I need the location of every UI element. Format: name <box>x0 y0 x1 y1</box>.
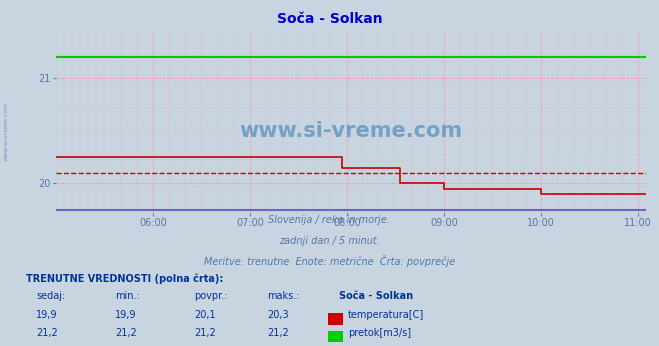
Text: 19,9: 19,9 <box>36 310 58 320</box>
Text: TRENUTNE VREDNOSTI (polna črta):: TRENUTNE VREDNOSTI (polna črta): <box>26 273 224 284</box>
Text: zadnji dan / 5 minut.: zadnji dan / 5 minut. <box>279 236 380 246</box>
Text: www.si-vreme.com: www.si-vreme.com <box>239 121 463 141</box>
Text: 21,2: 21,2 <box>36 328 58 338</box>
Text: Meritve: trenutne  Enote: metrične  Črta: povprečje: Meritve: trenutne Enote: metrične Črta: … <box>204 255 455 267</box>
Text: 21,2: 21,2 <box>267 328 289 338</box>
Text: povpr.:: povpr.: <box>194 291 228 301</box>
Text: 19,9: 19,9 <box>115 310 137 320</box>
Text: Soča - Solkan: Soča - Solkan <box>339 291 413 301</box>
Text: 20,1: 20,1 <box>194 310 216 320</box>
Text: sedaj:: sedaj: <box>36 291 65 301</box>
Text: temperatura[C]: temperatura[C] <box>348 310 424 320</box>
Text: www.si-vreme.com: www.si-vreme.com <box>4 102 9 161</box>
Text: Slovenija / reke in morje.: Slovenija / reke in morje. <box>268 215 391 225</box>
Text: 20,3: 20,3 <box>267 310 289 320</box>
Text: maks.:: maks.: <box>267 291 299 301</box>
Text: Soča - Solkan: Soča - Solkan <box>277 12 382 26</box>
Text: 21,2: 21,2 <box>115 328 137 338</box>
Text: 21,2: 21,2 <box>194 328 216 338</box>
Text: min.:: min.: <box>115 291 140 301</box>
Text: pretok[m3/s]: pretok[m3/s] <box>348 328 411 338</box>
